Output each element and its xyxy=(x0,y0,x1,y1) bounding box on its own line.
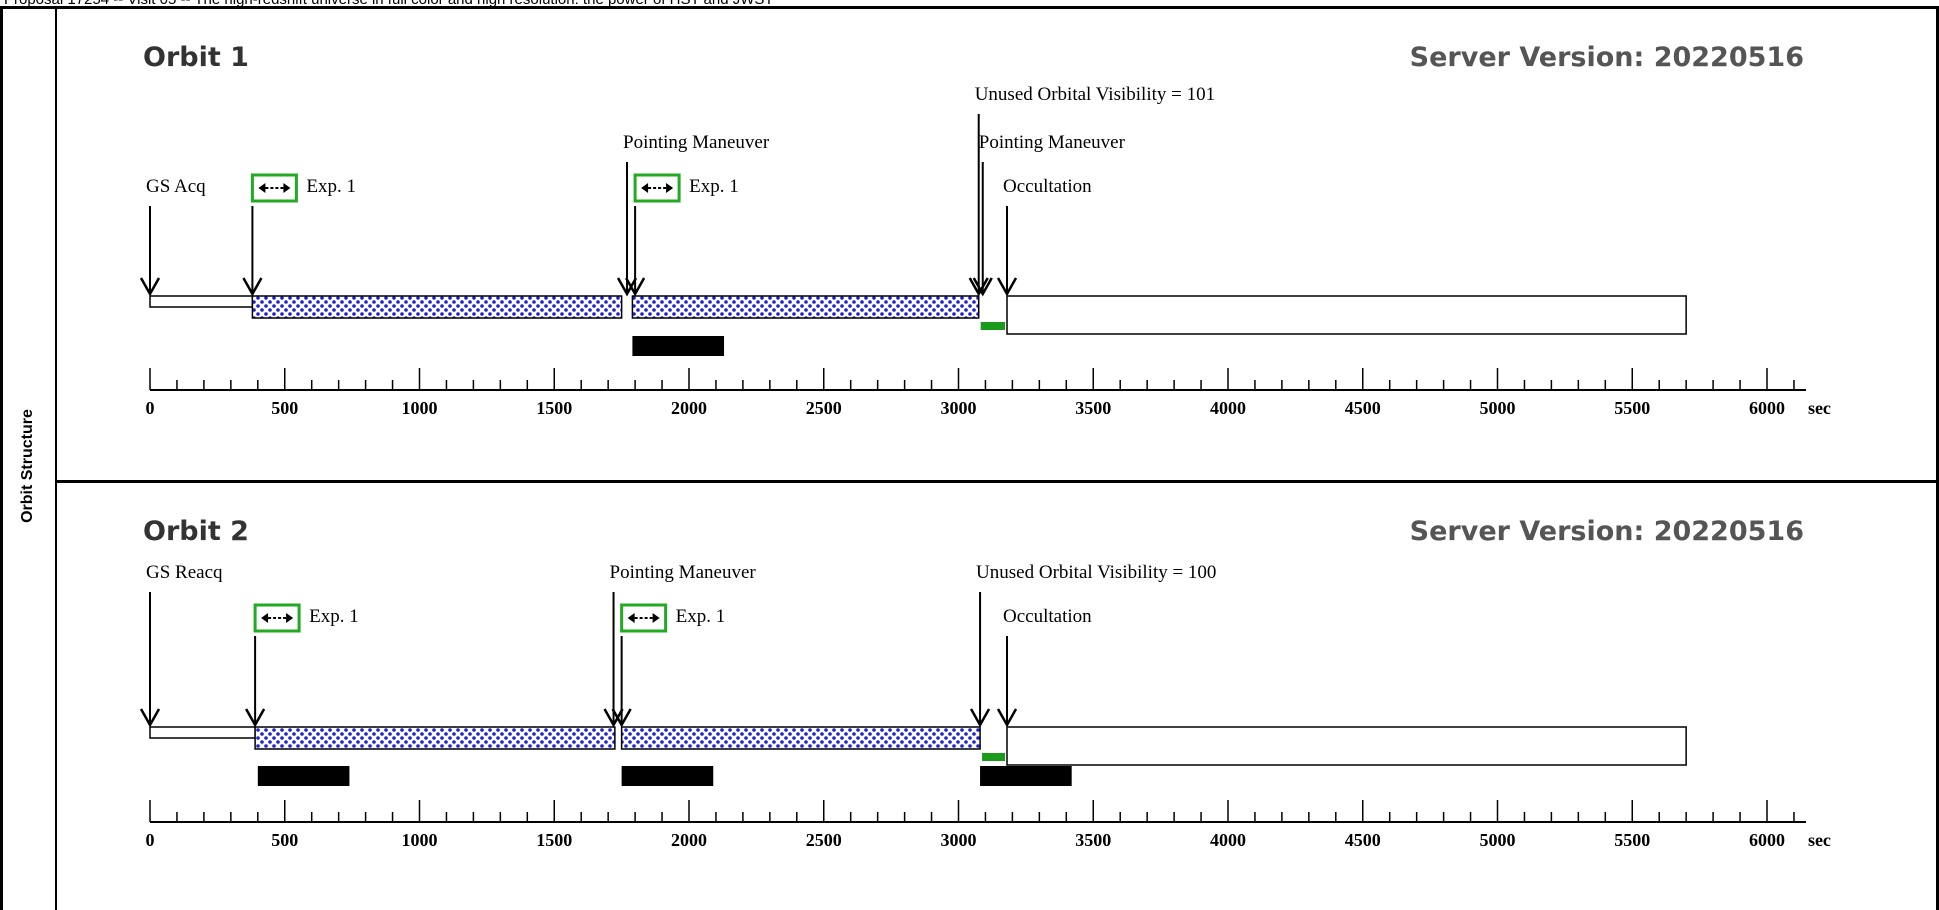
buffer-dump-bar xyxy=(621,766,714,786)
occultation-segment xyxy=(1006,726,1687,766)
exposure-segment xyxy=(254,726,616,750)
tick-label: 1500 xyxy=(536,830,572,850)
exposure-marker-left-head xyxy=(641,183,649,193)
tick-label: 5000 xyxy=(1480,830,1516,850)
annotation-arrowhead xyxy=(968,277,989,297)
exposure-marker-right-head xyxy=(286,613,294,623)
orbit-title: Orbit 1 xyxy=(143,42,249,73)
annotation-arrowhead xyxy=(972,277,993,297)
unused-visibility-bar xyxy=(982,753,1006,761)
tick-label: 3500 xyxy=(1075,830,1111,850)
tick-label: 2000 xyxy=(671,830,707,850)
exposure-segment xyxy=(251,295,623,319)
annotation-arrowhead xyxy=(611,708,632,728)
tick-label: 500 xyxy=(271,398,298,418)
exposure-marker-left-head xyxy=(258,183,266,193)
annotation-arrowhead xyxy=(996,708,1018,728)
annotation-label: Pointing Maneuver xyxy=(610,562,757,583)
guide-star-acquisition-segment xyxy=(149,726,256,739)
tick-label: 3000 xyxy=(941,398,977,418)
proposal-header: Proposal 17254 -- Visit 05 -- The high-r… xyxy=(4,0,774,8)
tick-label: 4000 xyxy=(1210,398,1246,418)
tick-label: 5000 xyxy=(1480,398,1516,418)
tick-label: 4000 xyxy=(1210,830,1246,850)
tick-label: 5500 xyxy=(1614,830,1650,850)
annotation-arrowhead xyxy=(616,277,638,297)
server-version: Server Version: 20220516 xyxy=(1410,516,1804,547)
tick-label: 4500 xyxy=(1345,398,1381,418)
tick-label: 2000 xyxy=(671,398,707,418)
annotation-label: Occultation xyxy=(1003,176,1092,197)
annotation-arrowhead xyxy=(996,277,1018,297)
exposure-marker-left-head xyxy=(627,613,635,623)
orbit-structure-frame: Orbit Structure xyxy=(0,6,1939,910)
buffer-dump-bar xyxy=(257,766,350,786)
frame-border-right xyxy=(1936,6,1939,910)
tick-label: 0 xyxy=(146,830,155,850)
buffer-dump-bar xyxy=(980,766,1072,786)
exposure-segment xyxy=(620,726,981,750)
annotation-label: Exp. 1 xyxy=(306,176,356,197)
annotation-arrowhead xyxy=(969,708,991,728)
annotation-arrowhead xyxy=(625,277,646,297)
tick-label: 1000 xyxy=(402,398,438,418)
annotation-label: Exp. 1 xyxy=(676,606,726,627)
orbit-panel-separator xyxy=(55,480,1939,483)
annotation-arrowhead xyxy=(139,708,161,728)
buffer-dump-bar xyxy=(632,336,725,356)
tick-label: 1000 xyxy=(402,830,438,850)
annotation-arrowhead xyxy=(245,708,266,728)
exposure-marker-left-head xyxy=(261,613,269,623)
frame-border-left xyxy=(0,6,3,910)
tick-label: 2500 xyxy=(806,830,842,850)
tick-label: 2500 xyxy=(806,398,842,418)
tick-label: 4500 xyxy=(1345,830,1381,850)
header-bar: Proposal 17254 -- Visit 05 -- The high-r… xyxy=(0,0,1939,8)
annotation-label: Pointing Maneuver xyxy=(979,132,1126,153)
tick-label: 6000 xyxy=(1749,830,1785,850)
exposure-marker-right-head xyxy=(652,613,660,623)
orbit-title: Orbit 2 xyxy=(143,516,249,547)
occultation-segment xyxy=(1006,295,1687,335)
annotation-label: Exp. 1 xyxy=(689,176,739,197)
exposure-segment xyxy=(631,295,980,319)
annotation-label: GS Acq xyxy=(146,176,206,197)
tick-label: 3500 xyxy=(1075,398,1111,418)
exposure-marker-right-head xyxy=(666,183,674,193)
side-divider xyxy=(55,6,57,910)
tick-label: 6000 xyxy=(1749,398,1785,418)
annotation-label: GS Reacq xyxy=(146,562,223,583)
guide-star-acquisition-segment xyxy=(149,295,254,308)
annotation-label: Exp. 1 xyxy=(309,606,359,627)
server-version: Server Version: 20220516 xyxy=(1410,42,1804,73)
unused-visibility-bar xyxy=(980,322,1006,330)
tick-label: 500 xyxy=(271,830,298,850)
tick-label: 1500 xyxy=(536,398,572,418)
axis-unit-label: sec xyxy=(1808,830,1831,850)
tick-label: 5500 xyxy=(1614,398,1650,418)
annotation-arrowhead xyxy=(242,277,263,297)
annotation-label: Occultation xyxy=(1003,606,1092,627)
tick-label: 0 xyxy=(146,398,155,418)
exposure-marker-right-head xyxy=(283,183,291,193)
tick-label: 3000 xyxy=(941,830,977,850)
annotation-arrowhead xyxy=(603,708,624,728)
frame-border-top xyxy=(0,6,1939,9)
annotation-label: Pointing Maneuver xyxy=(623,132,770,153)
annotation-label: Unused Orbital Visibility = 100 xyxy=(976,562,1216,583)
axis-unit-label: sec xyxy=(1808,398,1831,418)
annotation-label: Unused Orbital Visibility = 101 xyxy=(975,84,1215,105)
annotation-arrowhead xyxy=(139,277,161,297)
